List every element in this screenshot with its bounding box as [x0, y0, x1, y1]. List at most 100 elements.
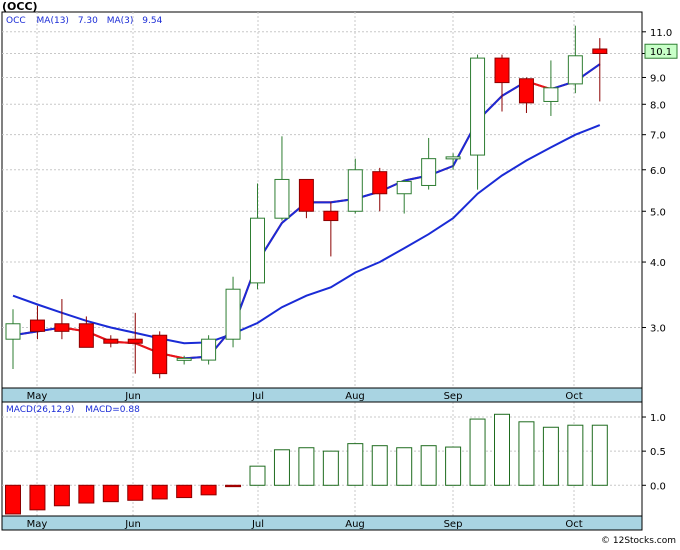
price-y-tick-label: 3.0 [650, 324, 666, 335]
candle-body [225, 288, 241, 340]
macd-bar-negative [78, 484, 95, 504]
macd-x-tick-label: May [27, 519, 48, 530]
price-x-tick-label: May [27, 391, 48, 402]
candle-up [225, 276, 241, 348]
candle-body [592, 48, 608, 54]
macd-bar-positive [322, 450, 339, 486]
macd-bar-positive [249, 465, 266, 486]
candle-down [54, 299, 70, 340]
price-panel-frame [1, 11, 643, 389]
candle-down [592, 38, 608, 102]
candle-body [152, 334, 168, 375]
candle-body [250, 217, 265, 284]
candle-body [201, 338, 217, 361]
last-price-tag-background [644, 43, 678, 59]
macd-x-tick-label: Jul [251, 519, 264, 530]
macd-legend-value: MACD=0.88 [85, 405, 140, 415]
candle-down [494, 54, 510, 112]
macd-legend: MACD(26,12,9) MACD=0.88 [6, 405, 140, 415]
price-y-tick-label: 9.0 [650, 73, 666, 84]
candle-up [250, 183, 265, 290]
price-x-axis-labels: May Jun Jul Aug Sep Oct [27, 391, 583, 402]
candle-body [567, 55, 583, 85]
candle-down [78, 316, 94, 348]
macd-bar-positive [420, 445, 437, 486]
macd-bar-negative [5, 484, 21, 515]
macd-bar-negative [127, 484, 144, 501]
price-x-tick-label: Jun [124, 391, 141, 402]
candle-up [201, 335, 217, 365]
watermark: © 12Stocks.com [601, 536, 676, 546]
candle-down [372, 167, 388, 212]
price-y-tick-label: 5.0 [650, 207, 666, 218]
candle-down [518, 77, 534, 113]
candle-body [54, 323, 70, 332]
price-x-tick-label: Aug [345, 391, 365, 402]
candle-up [567, 25, 583, 94]
candle-up [347, 158, 363, 214]
candle-body [494, 57, 510, 84]
legend-symbol: OCC [6, 16, 26, 26]
macd-bar-positive [542, 426, 559, 486]
price-x-axis-band [1, 387, 643, 403]
macd-x-tick-label: Oct [565, 519, 582, 530]
legend-ma3-label: MA(3) [107, 16, 134, 26]
candle-body [29, 319, 45, 332]
candle-body [176, 357, 192, 361]
macd-bar-positive [396, 447, 413, 486]
candle-down [127, 312, 143, 374]
macd-bar-negative [53, 484, 70, 507]
candle-body [5, 323, 21, 340]
candle-body [445, 156, 461, 160]
macd-bar-negative [151, 484, 168, 500]
macd-panel-frame [1, 401, 643, 531]
macd-bar-positive [469, 418, 486, 486]
macd-bar-positive [494, 413, 510, 486]
candle-body [78, 323, 94, 348]
price-y-tick-label: 7.0 [650, 131, 666, 142]
price-legend: OCC MA(13) 7.30 MA(3) 9.54 [6, 16, 163, 26]
candle-body [274, 178, 290, 219]
price-x-tick-label: Oct [565, 391, 582, 402]
macd-bar-positive [591, 424, 608, 486]
candle-body [323, 210, 339, 222]
price-y-tick-label: 4.0 [650, 258, 666, 269]
candle-up [445, 153, 461, 170]
macd-x-tick-label: Jun [124, 519, 141, 530]
candle-up [470, 54, 486, 190]
candle-up [543, 60, 559, 116]
macd-x-tick-label: Aug [345, 519, 365, 530]
candle-body [103, 338, 119, 344]
macd-bar-positive [445, 446, 462, 486]
price-x-tick-label: Jul [251, 391, 264, 402]
price-y-tick-label: 8.0 [650, 100, 666, 111]
candle-up [176, 355, 192, 365]
candle-up [274, 136, 290, 221]
candle-down [152, 331, 168, 379]
price-y-tick-label: 11.0 [650, 28, 672, 39]
candle-body [470, 57, 486, 156]
candle-down [323, 202, 339, 257]
legend-ma3-value: 9.54 [142, 16, 162, 26]
macd-bar-negative [29, 484, 46, 511]
macd-x-axis-labels: May Jun Jul Aug Sep Oct [27, 519, 583, 530]
macd-bar-positive [567, 424, 584, 486]
macd-histogram [5, 413, 608, 515]
macd-y-tick-label: 0.5 [650, 447, 666, 458]
candlesticks [5, 25, 608, 379]
candle-up [421, 137, 437, 190]
candle-down [103, 335, 119, 348]
macd-bar-positive [518, 421, 535, 486]
ma13-line [12, 124, 601, 345]
macd-bar-negative [200, 484, 217, 496]
macd-bar-negative [102, 484, 119, 503]
last-price-label: 10.1 [650, 47, 672, 58]
candle-body [298, 178, 314, 212]
candle-up [5, 309, 21, 370]
macd-bar-negative [176, 484, 193, 499]
price-x-tick-label: Sep [444, 391, 463, 402]
candle-down [298, 178, 314, 219]
candle-down [29, 305, 45, 340]
